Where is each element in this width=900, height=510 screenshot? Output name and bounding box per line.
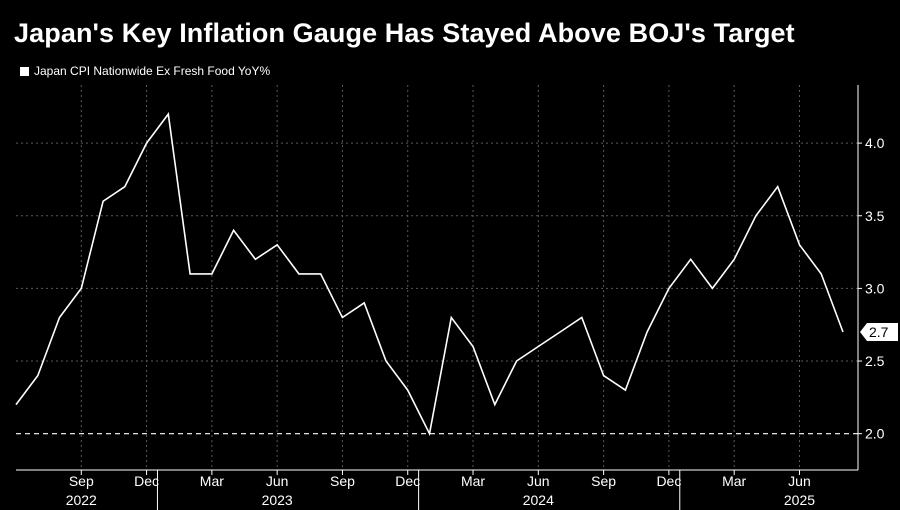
x-year-label: 2022 [66,492,97,508]
x-year-label: 2024 [523,492,554,508]
y-tick-label: 2.0 [865,426,885,442]
x-tick-label: Sep [591,473,616,489]
y-tick-label: 2.5 [865,353,885,369]
x-tick-label: Sep [330,473,355,489]
x-year-label: 2023 [262,492,293,508]
last-value-badge [860,322,898,341]
x-tick-label: Jun [788,473,811,489]
x-tick-label: Jun [266,473,289,489]
x-tick-label: Sep [69,473,94,489]
y-tick-label: 4.0 [865,135,885,151]
legend-swatch [20,66,29,76]
x-tick-label: Jun [527,473,550,489]
chart-title: Japan's Key Inflation Gauge Has Stayed A… [14,18,795,48]
y-tick-label: 3.5 [865,208,885,224]
legend-label: Japan CPI Nationwide Ex Fresh Food YoY% [34,64,271,78]
legend: Japan CPI Nationwide Ex Fresh Food YoY% [20,64,270,78]
x-tick-label: Dec [395,473,420,489]
y-tick-label: 3.0 [865,280,885,296]
x-tick-label: Dec [134,473,159,489]
last-value-label: 2.7 [869,324,889,340]
x-tick-label: Mar [461,473,485,489]
x-tick-label: Mar [200,473,224,489]
x-tick-label: Mar [722,473,746,489]
x-year-label: 2025 [784,492,815,508]
x-tick-label: Dec [656,473,681,489]
series-line [15,112,844,437]
